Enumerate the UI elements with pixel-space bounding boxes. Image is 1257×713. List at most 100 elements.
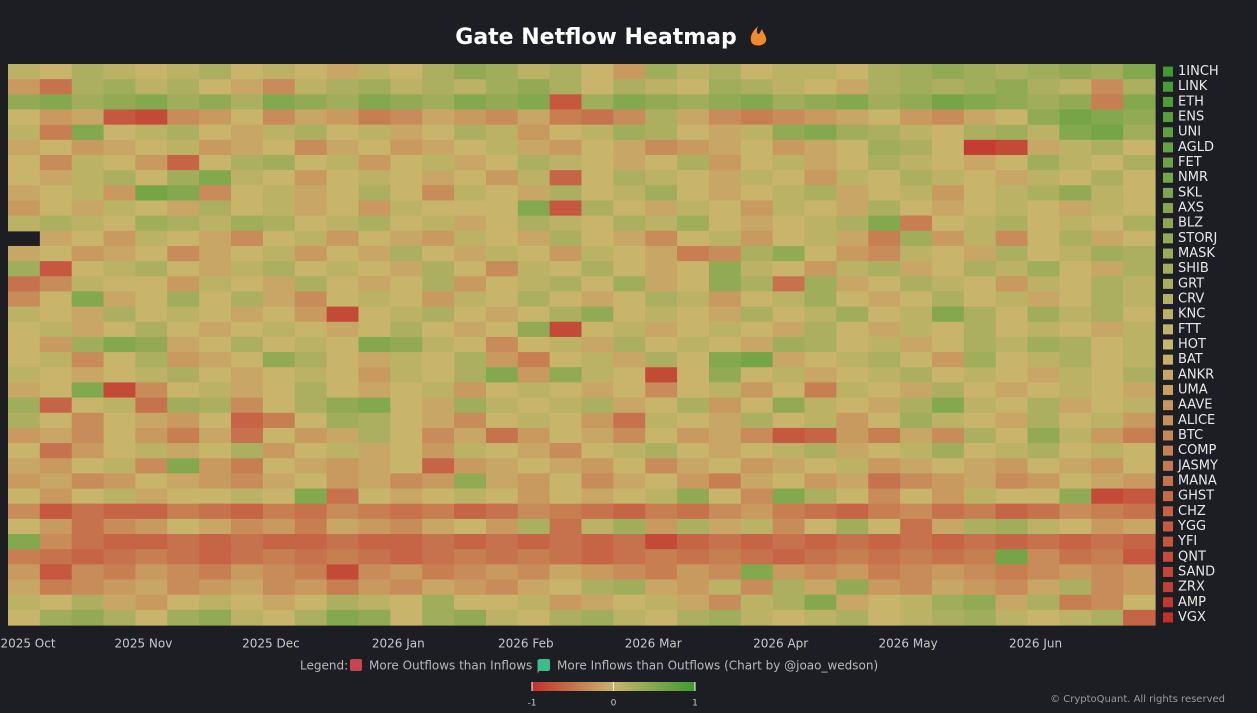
heat-cell — [772, 79, 806, 95]
heat-cell — [804, 609, 837, 626]
heat-cell — [326, 109, 360, 126]
heat-cell — [772, 549, 806, 565]
heat-cell — [231, 594, 264, 611]
credit: © CryptoQuant. All rights reserved — [1050, 694, 1225, 705]
row-swatch — [1163, 506, 1173, 517]
heat-cell — [199, 382, 232, 399]
row-label: BTC — [1178, 428, 1203, 443]
heat-cell — [740, 594, 774, 611]
heat-cell — [485, 503, 519, 520]
heat-cell — [517, 594, 551, 611]
heat-cell — [199, 534, 232, 550]
heat-cell — [963, 109, 997, 126]
heat-cell — [135, 564, 168, 581]
heat-cell — [262, 336, 296, 353]
row-label: ANKR — [1178, 367, 1214, 382]
heat-cell — [199, 261, 232, 277]
heat-cell — [740, 564, 774, 581]
heat-cell — [103, 534, 137, 550]
heat-cell — [199, 427, 232, 444]
heat-cell — [836, 518, 869, 535]
heat-cell — [581, 261, 614, 277]
heat-cell — [390, 458, 423, 474]
heat-cell — [199, 549, 232, 565]
heat-cell — [358, 109, 391, 126]
heat-cell — [294, 564, 328, 581]
heat-cell — [804, 412, 837, 429]
heat-cell — [677, 443, 710, 459]
heat-cell — [326, 124, 360, 141]
heat-cell — [1027, 276, 1061, 293]
heat-cell — [804, 306, 837, 323]
heat-cell — [804, 336, 837, 353]
legend-label: More Inflows than Outflows (Chart by @jo… — [557, 659, 878, 673]
heat-cell — [677, 185, 710, 202]
heat-cell — [262, 352, 296, 368]
heat-cell — [549, 503, 583, 520]
heat-cell — [294, 473, 328, 490]
row-swatch — [1163, 475, 1173, 486]
heat-cell — [454, 185, 487, 202]
heat-cell — [645, 109, 678, 126]
heat-cell — [454, 564, 487, 581]
heat-cell — [167, 488, 200, 505]
heat-cell — [900, 609, 933, 626]
heat-cell — [677, 94, 710, 111]
heat-cell — [581, 170, 614, 186]
heat-cell — [549, 382, 583, 399]
heat-cell — [549, 230, 583, 247]
heat-cell — [931, 594, 965, 611]
heat-cell — [71, 503, 105, 520]
heat-cell — [708, 170, 742, 186]
heat-cell — [740, 185, 774, 202]
heat-cell — [1027, 94, 1061, 111]
heat-cell — [454, 154, 487, 171]
heat-cell — [422, 336, 455, 353]
heat-cell — [71, 200, 105, 217]
heat-cell — [358, 518, 391, 535]
heat-cell — [39, 579, 73, 596]
heat-cell — [103, 94, 137, 111]
heat-cell — [390, 79, 423, 95]
heat-cell — [326, 549, 360, 565]
heat-cell — [1123, 154, 1156, 171]
heat-cell — [390, 609, 423, 626]
heat-cell — [549, 367, 583, 384]
heat-cell — [1091, 124, 1124, 141]
heat-cell — [390, 170, 423, 186]
heat-cell — [677, 534, 710, 550]
row-label: QNT — [1178, 549, 1206, 564]
heat-cell — [422, 488, 455, 505]
heat-cell — [868, 397, 901, 414]
heat-cell — [71, 412, 105, 429]
heat-cell — [485, 609, 519, 626]
heat-cell — [900, 79, 933, 95]
heat-cell — [804, 427, 837, 444]
heat-cell — [931, 443, 965, 459]
heat-cell — [1059, 458, 1092, 474]
heat-cell — [39, 185, 73, 202]
heat-cell — [868, 609, 901, 626]
heat-cell — [581, 427, 614, 444]
heat-cell — [39, 64, 73, 80]
heat-cell — [358, 534, 391, 550]
heat-cell — [581, 473, 614, 490]
heat-cell — [708, 458, 742, 474]
heat-cell — [708, 352, 742, 368]
heat-cell — [326, 200, 360, 217]
heat-cell — [262, 306, 296, 323]
row-label: HOT — [1178, 337, 1206, 352]
heat-cell — [549, 443, 583, 459]
heat-cell — [549, 564, 583, 581]
heat-cell — [1091, 609, 1124, 626]
heat-cell — [868, 245, 901, 262]
heat-cell — [326, 79, 360, 95]
heat-cell — [71, 488, 105, 505]
heat-cell — [772, 518, 806, 535]
heat-cell — [485, 154, 519, 171]
heat-cell — [995, 412, 1029, 429]
heat-cell — [1091, 534, 1124, 550]
heat-cell — [262, 549, 296, 565]
heat-cell — [1027, 579, 1061, 596]
heat-cell — [581, 276, 614, 293]
